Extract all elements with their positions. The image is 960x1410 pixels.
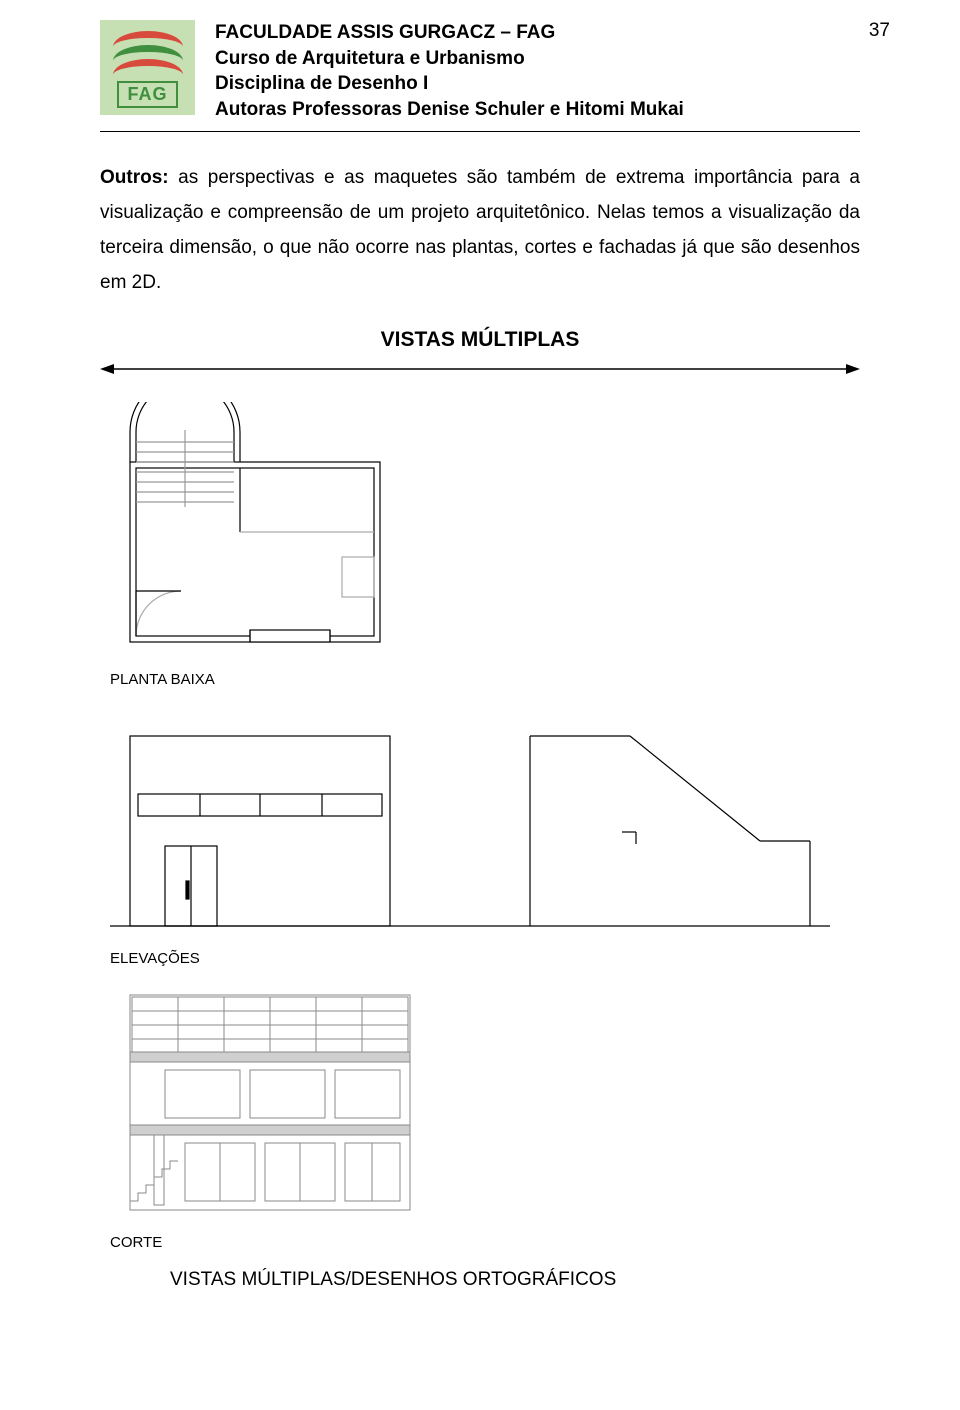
floor-plan-drawing — [110, 402, 860, 657]
footer-title: VISTAS MÚLTIPLAS/DESENHOS ORTOGRÁFICOS — [170, 1269, 860, 1291]
double-arrow-icon — [100, 360, 860, 378]
section-title: VISTAS MÚLTIPLAS — [100, 328, 860, 352]
page-header: FAG FACULDADE ASSIS GURGACZ – FAG Curso … — [100, 20, 860, 123]
header-line-3: Disciplina de Desenho I — [215, 71, 860, 97]
elevations-drawing — [110, 706, 860, 936]
header-text-block: FACULDADE ASSIS GURGACZ – FAG Curso de A… — [215, 20, 860, 123]
header-line-4: Autoras Professoras Denise Schuler e Hit… — [215, 97, 860, 123]
header-line-2: Curso de Arquitetura e Urbanismo — [215, 46, 860, 72]
page-number: 37 — [869, 20, 890, 42]
floor-plan-caption: PLANTA BAIXA — [110, 671, 860, 688]
section-caption: CORTE — [110, 1234, 860, 1251]
header-divider — [100, 131, 860, 132]
institution-logo: FAG — [100, 20, 195, 115]
section-drawing — [110, 985, 860, 1220]
logo-arcs-icon — [113, 27, 183, 77]
elevations-caption: ELEVAÇÕES — [110, 950, 860, 967]
logo-text: FAG — [117, 81, 177, 108]
body-paragraph: Outros: as perspectivas e as maquetes sã… — [100, 160, 860, 301]
paragraph-text: as perspectivas e as maquetes são também… — [100, 167, 860, 293]
outros-label: Outros: — [100, 167, 169, 188]
header-line-1: FACULDADE ASSIS GURGACZ – FAG — [215, 20, 860, 46]
